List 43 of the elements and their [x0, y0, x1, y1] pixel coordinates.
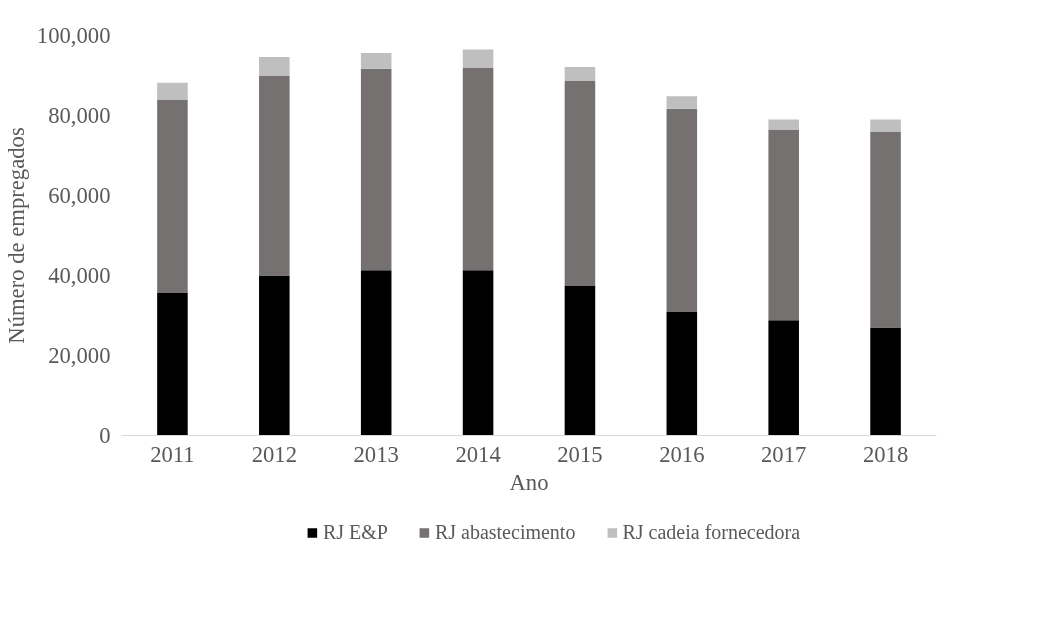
y-tick-label: 80,000	[48, 103, 111, 128]
x-tick-label: 2014	[455, 441, 501, 467]
bar	[768, 119, 799, 130]
bar	[666, 311, 698, 436]
bar	[360, 270, 392, 436]
x-tick-label: 2012	[251, 441, 297, 467]
bar	[157, 82, 188, 100]
bar	[259, 57, 290, 76]
bar	[666, 96, 698, 109]
bar	[564, 67, 596, 82]
bar	[564, 285, 596, 436]
legend-label: RJ abastecimento	[434, 520, 576, 544]
y-tick-label: 60,000	[48, 183, 111, 208]
x-tick-label: 2015	[557, 441, 603, 467]
x-tick-label: 2011	[150, 441, 195, 467]
bar	[157, 293, 188, 436]
y-tick-label: 0	[99, 423, 111, 448]
x-tick-label: 2013	[353, 441, 399, 467]
bar	[768, 320, 799, 436]
x-axis-title: Ano	[509, 469, 549, 495]
bar	[870, 131, 901, 328]
y-tick-label: 100,000	[36, 23, 111, 48]
bar	[870, 119, 901, 132]
bar	[360, 53, 392, 69]
bar	[259, 275, 290, 436]
bar	[564, 81, 596, 286]
legend-label: RJ cadeia fornecedora	[622, 520, 801, 544]
bar	[259, 75, 290, 276]
bar	[870, 327, 901, 436]
x-tick-label: 2018	[862, 441, 909, 467]
x-tick-label: 2016	[659, 441, 705, 467]
y-tick-label: 20,000	[48, 343, 111, 368]
bar	[462, 67, 494, 271]
bar	[157, 99, 188, 294]
bar	[462, 49, 494, 68]
y-axis-title: Número de empregados	[3, 127, 29, 344]
x-tick-label: 2017	[761, 441, 807, 467]
legend-label: RJ E&P	[322, 520, 388, 544]
bar	[768, 129, 799, 321]
y-tick-label: 40,000	[48, 263, 111, 288]
bar	[462, 270, 494, 436]
bar	[360, 68, 392, 271]
bar	[666, 108, 698, 312]
